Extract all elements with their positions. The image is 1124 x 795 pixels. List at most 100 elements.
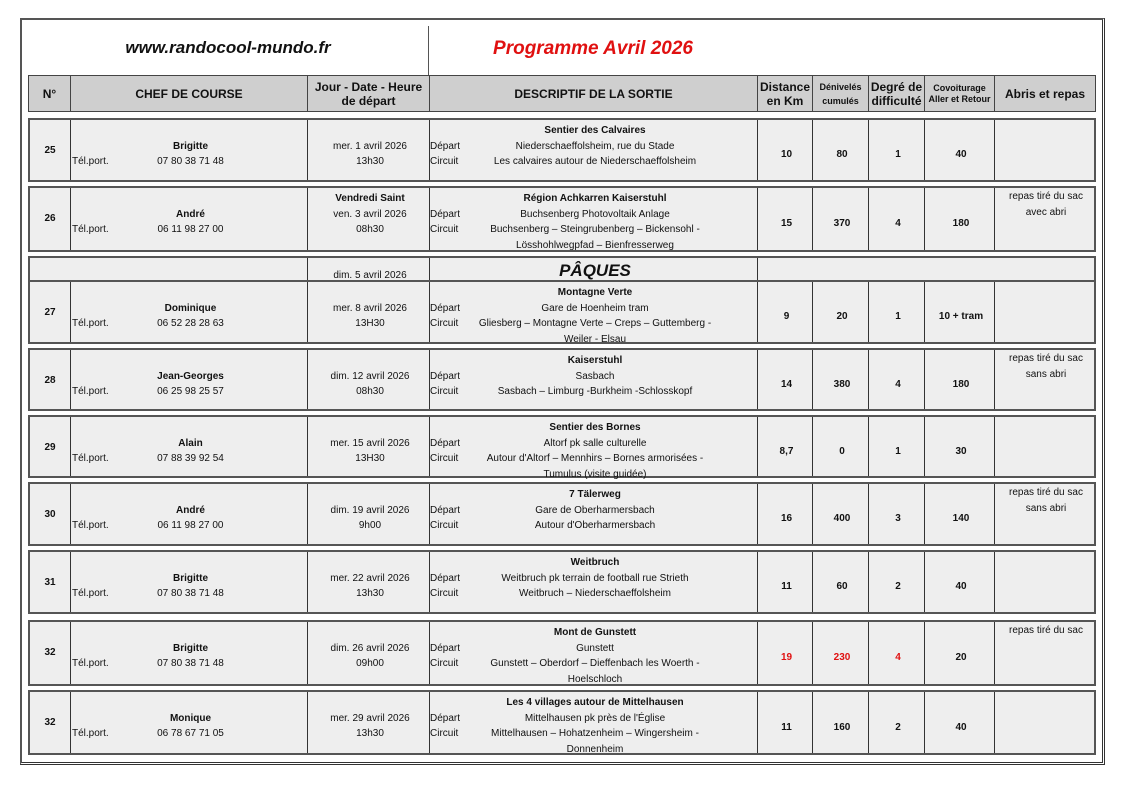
denivele: 230 xyxy=(833,652,851,663)
header-date: Jour - Date - Heure de départ xyxy=(307,75,430,112)
row-number: 26 xyxy=(44,212,56,224)
table-row: 32 Monique Tél.port. 06 78 67 71 05 mer. 29 … xyxy=(28,690,1096,755)
cell-divider xyxy=(868,350,869,409)
cell-divider xyxy=(429,692,430,753)
header-chef: CHEF DE COURSE xyxy=(70,75,308,112)
depart-place: Buchsenberg Photovoltaik Anlage xyxy=(520,208,670,220)
circuit-label: Circuit xyxy=(430,453,459,465)
chef-name: Brigitte xyxy=(173,642,208,654)
chef-phone: 06 52 28 28 63 xyxy=(157,318,224,330)
row-number: 31 xyxy=(44,576,56,588)
depart-place: Niederschaeffolsheim, rue du Stade xyxy=(515,140,675,152)
depart-place: Gunstett xyxy=(576,642,614,654)
difficulty: 2 xyxy=(895,581,901,592)
distance-km: 10 xyxy=(780,149,793,160)
cell-divider xyxy=(70,282,71,342)
cell-divider xyxy=(70,484,71,544)
circuit-label: Circuit xyxy=(430,588,459,600)
circuit-line: Les calvaires autour de Niederschaeffols… xyxy=(493,156,697,168)
cell-divider xyxy=(924,417,925,476)
cell-divider xyxy=(429,258,430,280)
header-covoiturage: Covoiturage Aller et Retour xyxy=(924,75,995,112)
circuit-line: Weitbruch – Niederschaeffolsheim xyxy=(519,588,671,600)
cell-divider xyxy=(924,350,925,409)
departure-date: dim. 12 avril 2026 xyxy=(330,370,410,382)
distance-km: 19 xyxy=(780,652,793,663)
cell-divider xyxy=(812,282,813,342)
tel-label: Tél.port. xyxy=(72,520,109,532)
outing-title: Sentier des Bornes xyxy=(549,422,641,433)
departure-date: mer. 22 avril 2026 xyxy=(330,572,410,584)
circuit-label: Circuit xyxy=(430,224,459,236)
chef-phone: 07 80 38 71 48 xyxy=(157,658,224,670)
departure-time: 09h00 xyxy=(356,658,384,670)
cell-divider xyxy=(757,120,758,180)
depart-label: Départ xyxy=(430,642,461,654)
covoiturage: 180 xyxy=(952,378,970,390)
covoiturage: 10 + tram xyxy=(938,310,984,322)
cell-divider xyxy=(868,622,869,684)
tel-label: Tél.port. xyxy=(72,318,109,330)
cell-divider xyxy=(812,552,813,612)
tel-label: Tél.port. xyxy=(72,728,109,740)
circuit-line: Sasbach – Limburg -Burkheim -Schlosskopf xyxy=(497,386,693,398)
cell-divider xyxy=(757,188,758,250)
chef-phone: 06 78 67 71 05 xyxy=(157,728,224,740)
outing-title: Les 4 villages autour de Mittelhausen xyxy=(506,697,684,708)
covoiturage: 140 xyxy=(952,513,970,524)
depart-label: Départ xyxy=(430,370,461,382)
table-row: 28 Jean-Georges Tél.port. 06 25 98 25 57 dim… xyxy=(28,348,1096,411)
cell-divider xyxy=(757,258,758,280)
cell-divider xyxy=(812,622,813,684)
abris-repas: repas tiré du sac xyxy=(1009,625,1083,636)
distance-km: 16 xyxy=(780,513,793,524)
depart-label: Départ xyxy=(430,140,461,152)
cell-divider xyxy=(429,350,430,409)
cell-divider xyxy=(868,552,869,612)
cell-divider xyxy=(429,552,430,612)
outing-title: 7 Tälerweg xyxy=(569,489,621,500)
header-difficulte: Degré de difficulté xyxy=(868,75,925,112)
difficulty: 1 xyxy=(895,445,901,457)
cell-divider xyxy=(70,350,71,409)
departure-date: mer. 1 avril 2026 xyxy=(333,140,407,152)
depart-label: Départ xyxy=(430,208,461,220)
distance-km: 11 xyxy=(781,721,792,733)
chef-name: Alain xyxy=(178,437,203,449)
circuit-line: Hoelschloch xyxy=(567,674,623,686)
header-desc: DESCRIPTIF DE LA SORTIE xyxy=(429,75,758,112)
cell-divider xyxy=(429,417,430,476)
departure-time: 13h30 xyxy=(356,156,384,168)
cell-divider xyxy=(70,188,71,250)
site-url: www.randocool-mundo.fr xyxy=(125,38,331,57)
cell-divider xyxy=(924,622,925,684)
cell-divider xyxy=(307,484,308,544)
abris-repas: repas tiré du sac xyxy=(1009,487,1083,498)
chef-name: Brigitte xyxy=(173,140,208,152)
page-title: Programme Avril 2026 xyxy=(493,38,693,59)
depart-place: Gare de Hoenheim tram xyxy=(541,302,649,314)
circuit-label: Circuit xyxy=(430,156,459,168)
holiday-name: PÂQUES xyxy=(559,261,631,280)
cell-divider xyxy=(307,552,308,612)
outing-title: Sentier des Calvaires xyxy=(544,125,646,136)
denivele: 80 xyxy=(836,149,848,160)
cell-divider xyxy=(994,692,995,753)
circuit-line: Gunstett – Oberdorf – Dieffenbach les Wo… xyxy=(490,658,700,670)
depart-place: Weitbruch pk terrain de football rue Str… xyxy=(501,572,689,584)
cell-divider xyxy=(757,350,758,409)
cell-divider xyxy=(429,622,430,684)
header-distance: Distance en Km xyxy=(757,75,813,112)
chef-name: André xyxy=(176,208,205,220)
circuit-line: Autour d'Altorf – Mennhirs – Bornes armo… xyxy=(486,453,704,465)
circuit-line: Weiler - Elsau xyxy=(563,334,627,346)
departure-time: 9h00 xyxy=(358,520,382,532)
circuit-label: Circuit xyxy=(430,658,459,670)
circuit-line: Gliesberg – Montagne Verte – Creps – Gut… xyxy=(478,318,712,330)
cell-divider xyxy=(307,188,308,250)
denivele: 160 xyxy=(833,721,851,733)
outing-title: Mont de Gunstett xyxy=(553,627,637,638)
distance-km: 15 xyxy=(780,218,793,229)
cell-divider xyxy=(429,120,430,180)
cell-divider xyxy=(757,417,758,476)
